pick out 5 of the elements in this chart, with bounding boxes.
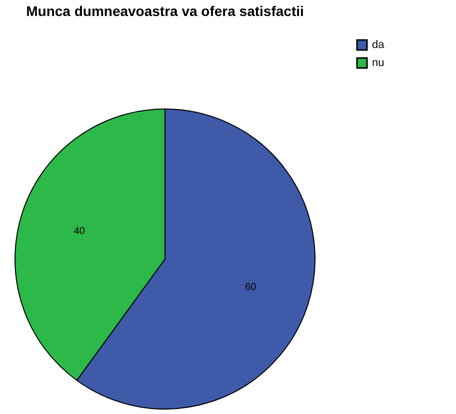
data-label: 40: [74, 226, 86, 238]
data-label: 60: [245, 282, 257, 293]
legend-label: da: [372, 39, 386, 51]
legend-label: nu: [372, 57, 384, 69]
chart-title: Munca dumneavoastra va ofera satisfactii: [26, 3, 304, 19]
